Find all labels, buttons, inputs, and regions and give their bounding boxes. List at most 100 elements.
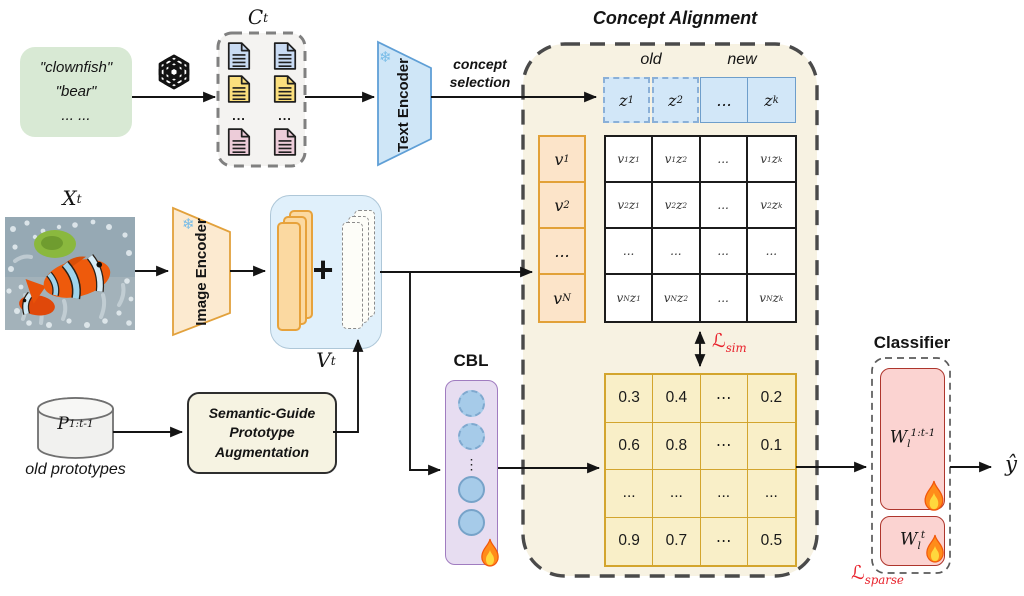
sga-line: Augmentation bbox=[214, 443, 310, 460]
text-encoder bbox=[377, 40, 432, 167]
loss-sparse-label: ℒsparse bbox=[851, 562, 904, 587]
class-name: "bear" bbox=[55, 83, 97, 100]
text-encoder-line: Encoder bbox=[394, 58, 412, 119]
old-prototypes-caption: old prototypes bbox=[25, 461, 126, 478]
concept-neuron-circle bbox=[458, 476, 485, 503]
sim-matrix-cell: ... bbox=[701, 275, 748, 321]
snowflake-icon: ❄ bbox=[182, 216, 195, 233]
score-matrix-cell: ⋯ bbox=[700, 422, 748, 470]
ellipsis-label: ... bbox=[278, 108, 292, 123]
sim-matrix-cell: ... bbox=[747, 229, 795, 275]
plus-operator: + bbox=[312, 249, 334, 290]
ellipsis-label: ... bbox=[232, 108, 246, 123]
concept-neuron-circle bbox=[458, 390, 485, 417]
document-icon bbox=[227, 75, 251, 103]
image-encoder-line: Encoder bbox=[192, 218, 210, 279]
score-matrix: 0.3 0.4 ⋯ 0.2 0.6 0.8 ⋯ 0.1............ 0.9 0.7 ⋯ 0… bbox=[604, 373, 797, 567]
score-matrix-cell: 0.7 bbox=[653, 517, 701, 565]
score-matrix-cell: 0.6 bbox=[606, 422, 654, 470]
snowflake-icon: ❄ bbox=[379, 49, 392, 66]
old-concepts-label: old bbox=[640, 51, 662, 68]
sim-matrix-cell: ... bbox=[606, 229, 654, 275]
document-icon bbox=[227, 42, 251, 70]
text-encoder-label: Text Encoder bbox=[382, 50, 426, 160]
image-encoder-line: Image bbox=[192, 282, 210, 326]
score-matrix-cell: 0.5 bbox=[760, 532, 783, 550]
score-matrix-cell: 0.8 bbox=[653, 422, 701, 470]
sga-box: Semantic-Guide Prototype Augmentation bbox=[187, 392, 337, 474]
sga-line: Prototype bbox=[229, 424, 295, 441]
score-matrix-cell: 0.3 bbox=[606, 375, 654, 423]
document-icon bbox=[273, 128, 297, 156]
z-cell-new: ... bbox=[701, 78, 748, 122]
classifier-title: Classifier bbox=[873, 333, 951, 352]
gpt-icon bbox=[158, 54, 190, 90]
w-new-label: Wlt bbox=[899, 529, 926, 553]
concept-alignment-title: Concept Alignment bbox=[592, 8, 758, 28]
score-matrix-cell: ⋯ bbox=[700, 375, 748, 423]
clownfish-image bbox=[5, 217, 135, 330]
sim-matrix-cell: ... bbox=[700, 183, 748, 229]
w-new-box: Wlt bbox=[880, 516, 945, 566]
new-concepts-label: new bbox=[727, 51, 757, 68]
sim-matrix-cell: ... bbox=[700, 229, 748, 275]
w-old-box: Wl1:t-1 bbox=[880, 368, 945, 510]
main-clownfish bbox=[25, 254, 111, 304]
prototype-memory-label: P 1:t-1 bbox=[57, 414, 94, 434]
w-old-label: Wl1:t-1 bbox=[889, 427, 936, 451]
cbl-box: ⋮ bbox=[445, 380, 498, 565]
score-matrix-cell: 0.9 bbox=[606, 517, 654, 565]
document-icon bbox=[273, 75, 297, 103]
similarity-matrix: v 1 z 1 v 1 z 2... v 1 z k v 2 z 1 v 2 z 2... v 2 z k..........… bbox=[604, 135, 797, 323]
classifier-panel bbox=[871, 357, 951, 574]
score-matrix-cell: ... bbox=[700, 470, 748, 518]
document-icon bbox=[227, 128, 251, 156]
score-matrix-cell: 0.2 bbox=[747, 375, 795, 423]
ellipsis-label: ... ... bbox=[61, 107, 91, 124]
score-matrix-cell: 0.1 bbox=[747, 423, 795, 470]
score-matrix-cell: ⋯ bbox=[701, 517, 748, 565]
concept-docs-grid: ...... bbox=[227, 42, 297, 156]
augmented-feature-bar bbox=[342, 222, 363, 329]
text-encoder-line: Text bbox=[394, 122, 412, 152]
vertical-ellipsis-label: ⋮ bbox=[464, 456, 479, 472]
loss-sim-label: ℒsim bbox=[712, 330, 747, 355]
concept-neuron-circle bbox=[458, 423, 485, 450]
concept-selection-label: concept selection bbox=[449, 56, 511, 91]
anemone-dots bbox=[6, 219, 134, 328]
score-matrix-cell: ... bbox=[653, 470, 701, 518]
feature-bar bbox=[277, 222, 301, 331]
image-encoder bbox=[172, 206, 231, 337]
score-matrix-cell: ... bbox=[747, 470, 795, 518]
sim-matrix-cell: ... bbox=[700, 137, 748, 183]
small-clownfish bbox=[19, 291, 55, 316]
v-cell: ... bbox=[540, 229, 584, 275]
prediction-label: ŷ bbox=[1005, 452, 1017, 476]
sim-matrix-cell: ... bbox=[653, 229, 701, 275]
cbl-label: CBL bbox=[453, 351, 489, 370]
sga-line: Semantic-Guide bbox=[208, 404, 316, 421]
class-names-box: "clownfish" "bear" ... ... bbox=[20, 47, 132, 137]
concept-neuron-circle bbox=[458, 509, 485, 536]
class-name: "clownfish" bbox=[39, 59, 113, 76]
